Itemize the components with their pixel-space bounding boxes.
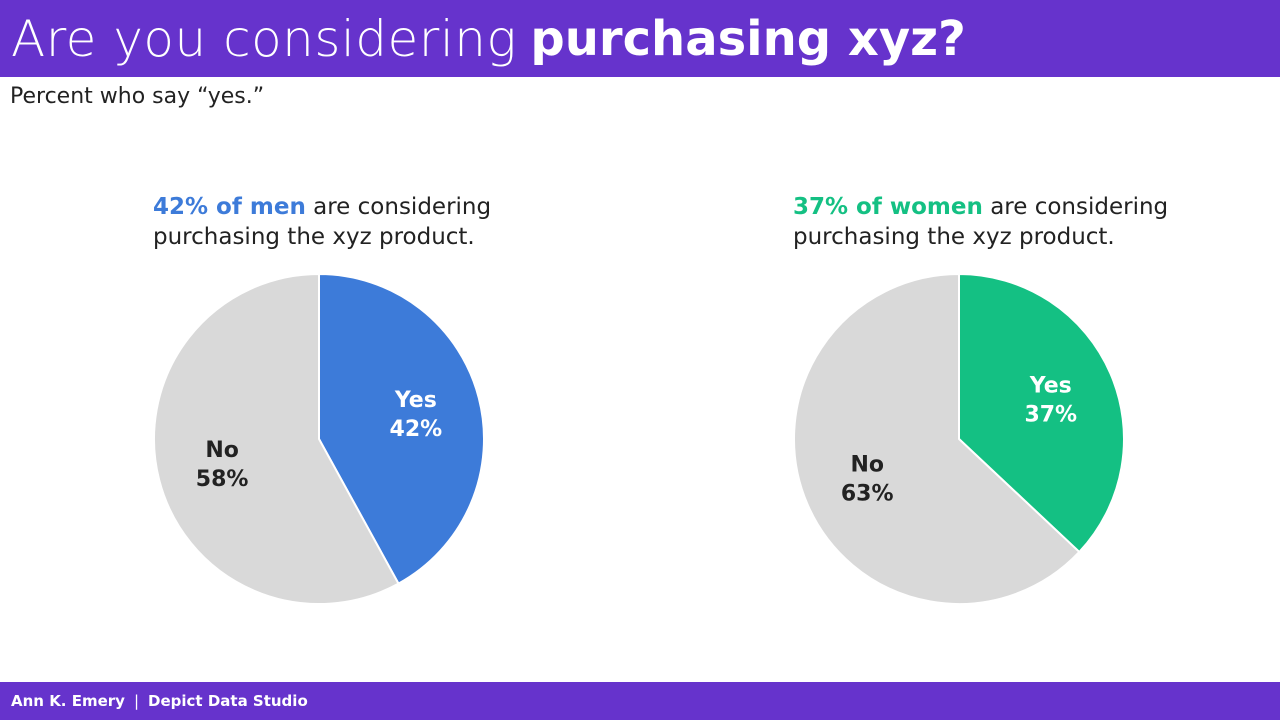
women-caption-text-2: purchasing the xyz product. — [793, 224, 1115, 250]
men-caption-text-1: are considering — [313, 194, 492, 220]
women-pie-value-no: 63% — [841, 482, 894, 507]
men-caption-text-2: purchasing the xyz product. — [153, 224, 475, 250]
women-pie-value-yes: 37% — [1024, 402, 1077, 427]
women-pie-label-no: No — [850, 453, 884, 478]
page-title-light: Are you considering — [11, 9, 517, 68]
footer-bar: Ann K. Emery | Depict Data Studio — [0, 682, 1280, 720]
women-pie-label-yes: Yes — [1029, 373, 1072, 398]
men-pie-value-yes: 42% — [390, 417, 443, 442]
women-pie-chart: Yes 37% No 63% — [793, 273, 1125, 605]
women-caption: 37% of women are considering purchasing … — [793, 192, 1168, 252]
women-caption-highlight: 37% of women — [793, 194, 983, 220]
women-pie-slice-no — [793, 273, 1081, 605]
men-pie-value-no: 58% — [196, 467, 249, 492]
footer-author: Ann K. Emery — [11, 692, 125, 710]
men-pie-slice-yes — [318, 273, 485, 585]
men-pie-chart: Yes 42% No 58% — [153, 273, 485, 605]
men-caption: 42% of men are considering purchasing th… — [153, 192, 491, 252]
women-pie-slice-yes — [958, 273, 1125, 553]
title-bar: Are you considering purchasing xyz? — [0, 0, 1280, 77]
men-caption-highlight: 42% of men — [153, 194, 306, 220]
page-title-bold: purchasing xyz? — [530, 10, 966, 67]
footer-studio: Depict Data Studio — [148, 692, 308, 710]
women-caption-text-1: are considering — [990, 194, 1169, 220]
page-subtitle: Percent who say “yes.” — [10, 84, 265, 109]
men-pie-slice-no — [153, 273, 400, 605]
men-pie-label-yes: Yes — [394, 388, 437, 413]
men-pie-label-no: No — [205, 438, 239, 463]
footer-separator: | — [133, 692, 140, 710]
